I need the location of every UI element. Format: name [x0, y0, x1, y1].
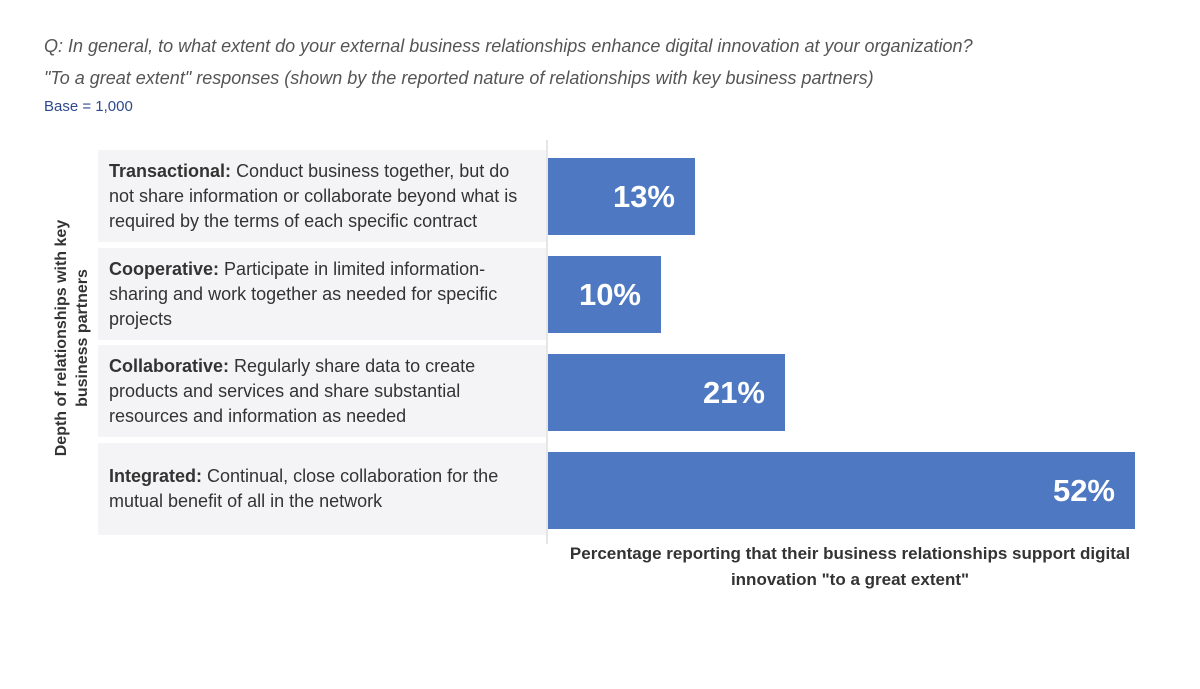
x-axis-title: Percentage reporting that their business… — [569, 544, 1131, 589]
bar-transactional: 13% — [548, 158, 695, 235]
bar-value-label: 10% — [578, 277, 641, 312]
base-note: Base = 1,000 — [44, 98, 133, 115]
category-label-cooperative: Cooperative: Participate in limited info… — [98, 248, 546, 340]
bar-collaborative: 21% — [548, 354, 785, 431]
category-label-transactional: Transactional: Conduct business together… — [98, 150, 546, 242]
axis-divider — [546, 140, 548, 544]
bar-value-label: 13% — [612, 179, 675, 214]
category-description: Continual, close collaboration for the m… — [109, 466, 499, 511]
category-term: Collaborative: — [109, 355, 230, 376]
category-description: Conduct business together, but do not sh… — [109, 160, 518, 231]
y-axis-title: Depth of relationships with key business… — [53, 219, 91, 457]
bar-value-label: 21% — [702, 375, 765, 410]
category-term: Transactional: — [109, 160, 232, 181]
category-label-collaborative: Collaborative: Regularly share data to c… — [98, 345, 546, 437]
category-description: Regularly share data to create products … — [109, 355, 476, 426]
category-term: Integrated: — [109, 466, 203, 486]
bar-cooperative: 10% — [548, 256, 661, 333]
bar-integrated: 52% — [548, 452, 1135, 529]
category-term: Cooperative: — [109, 258, 220, 279]
category-label-integrated: Integrated: Continual, close collaborati… — [98, 443, 546, 535]
chart-subtitle: "To a great extent" responses (shown by … — [44, 68, 874, 88]
category-description: Participate in limited information-shari… — [109, 258, 498, 329]
question-text: Q: In general, to what extent do your ex… — [44, 36, 973, 56]
bar-value-label: 52% — [1052, 473, 1115, 508]
